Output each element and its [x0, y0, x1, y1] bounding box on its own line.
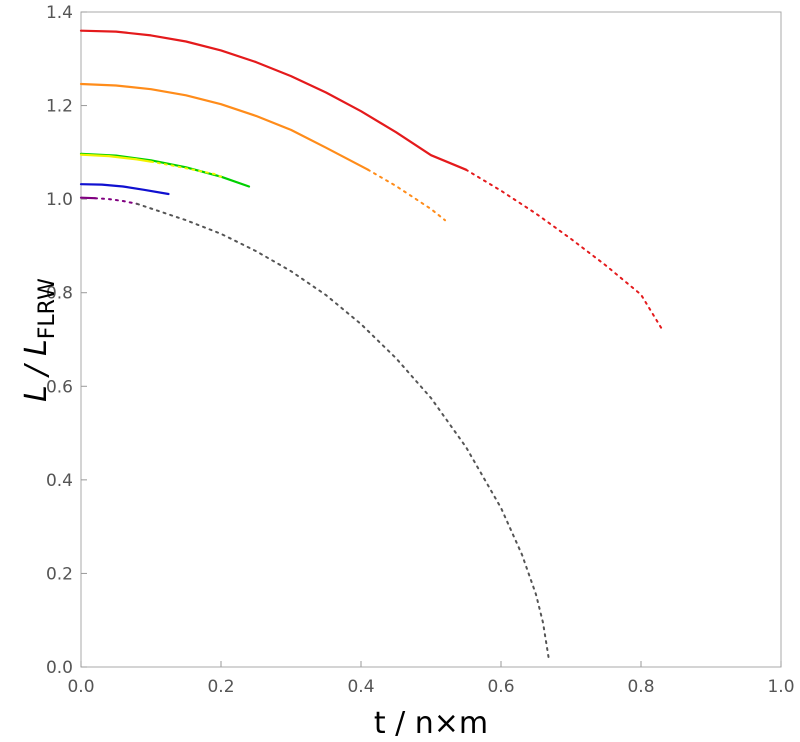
x-tick-label: 1.0 [767, 677, 794, 697]
x-tick-label: 0.0 [67, 677, 94, 697]
series-4-solid-line [79, 183, 170, 196]
y-axis-title-main: L / L [19, 339, 54, 402]
y-tick-label: 0.6 [46, 377, 73, 397]
y-tick-label: 0.2 [46, 564, 73, 584]
series-1-solid-line [79, 82, 370, 171]
series-5-dotted-line [94, 197, 138, 205]
y-tick-label: 1.0 [46, 190, 73, 210]
series-3-solid-line [79, 153, 153, 163]
x-tick-label: 0.4 [347, 677, 374, 697]
x-axis-title: t / n×m [374, 706, 488, 741]
series-0-solid-line [79, 29, 468, 171]
plot-frame [80, 11, 782, 668]
x-tick-label: 0.8 [627, 677, 654, 697]
y-tick-label: 0.8 [46, 284, 73, 304]
y-axis-title: L / LFLRW [19, 278, 60, 402]
y-tick-label: 1.4 [46, 3, 73, 23]
y-tick-label: 0.0 [46, 658, 73, 678]
series-6-dotted-line [136, 202, 550, 659]
series-3-dotted-line [150, 160, 222, 178]
x-tick-label: 0.2 [207, 677, 234, 697]
x-tick-label: 0.6 [487, 677, 514, 697]
y-axis-title-sub: FLRW [35, 278, 60, 339]
series-1-dotted-line [367, 168, 446, 222]
series-5-solid-line [79, 196, 97, 200]
series-0-dotted-line [465, 168, 663, 331]
series-layer [79, 29, 663, 659]
axis-ticks: 0.0 0.2 0.4 0.6 0.8 1.0 0.0 0.2 0.4 0.6 0.8 1.0 1.2 1… [46, 3, 795, 697]
y-tick-label: 1.2 [46, 97, 73, 117]
y-tick-label: 0.4 [46, 471, 73, 491]
series-2-solid-line [79, 152, 251, 188]
